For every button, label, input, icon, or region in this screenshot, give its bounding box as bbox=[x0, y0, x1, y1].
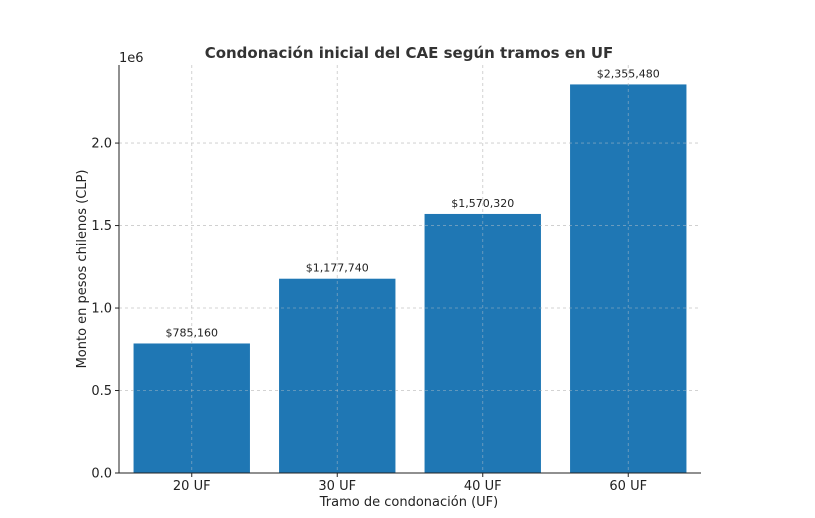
y-axis-label: Monto en pesos chilenos (CLP) bbox=[75, 170, 90, 369]
ticks-layer: 0.0 0.5 1.0 1.5 2.0 20 UF 30 UF 40 UF 60 UF bbox=[91, 137, 647, 494]
bars-layer bbox=[119, 65, 701, 474]
x-tick-label: 40 UF bbox=[464, 479, 502, 494]
bar-value-label: $785,160 bbox=[166, 326, 219, 339]
x-tick-label: 20 UF bbox=[173, 479, 211, 494]
y-tick-label: 1.5 bbox=[91, 219, 112, 234]
bar-value-label: $2,355,480 bbox=[597, 67, 660, 80]
chart-title: Condonación inicial del CAE según tramos… bbox=[205, 44, 614, 62]
y-tick-label: 2.0 bbox=[91, 137, 112, 152]
bar-value-label: $1,177,740 bbox=[306, 262, 369, 275]
axes-layer bbox=[118, 65, 701, 474]
y-offset-label: 1e6 bbox=[119, 51, 144, 66]
y-tick-label: 1.0 bbox=[91, 302, 112, 317]
bar-value-label: $1,570,320 bbox=[451, 197, 514, 210]
x-tick-label: 30 UF bbox=[318, 479, 356, 494]
y-tick-label: 0.5 bbox=[91, 384, 112, 399]
x-tick-label: 60 UF bbox=[609, 479, 647, 494]
y-tick-label: 0.0 bbox=[91, 467, 112, 482]
x-axis-label: Tramo de condonación (UF) bbox=[319, 495, 498, 510]
data-labels-layer: $785,160 $1,177,740 $1,570,320 $2,355,480 bbox=[166, 67, 660, 339]
